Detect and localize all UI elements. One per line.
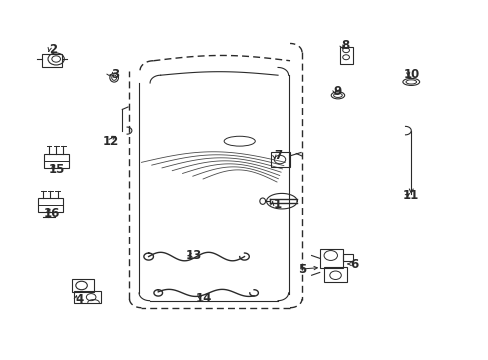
Text: 2: 2: [49, 43, 57, 56]
Text: 14: 14: [195, 292, 211, 305]
Bar: [339, 47, 352, 64]
Text: 6: 6: [350, 258, 358, 271]
Bar: [72, 279, 93, 292]
Bar: [319, 249, 342, 268]
Bar: [271, 152, 289, 167]
Bar: [44, 153, 69, 168]
Bar: [74, 291, 101, 303]
Text: 9: 9: [333, 85, 342, 98]
Text: 1: 1: [273, 198, 282, 211]
Bar: [342, 254, 352, 261]
Bar: [41, 54, 62, 67]
Text: 12: 12: [102, 135, 118, 148]
Text: 15: 15: [48, 163, 65, 176]
Text: 4: 4: [75, 293, 83, 306]
Text: 8: 8: [340, 40, 348, 53]
Text: 5: 5: [297, 264, 305, 276]
Text: 7: 7: [273, 149, 282, 162]
Bar: [39, 198, 63, 212]
Bar: [323, 267, 346, 282]
Text: 3: 3: [111, 68, 119, 81]
Text: 11: 11: [402, 189, 419, 202]
Text: 16: 16: [43, 207, 60, 220]
Text: 10: 10: [403, 68, 420, 81]
Text: 13: 13: [185, 249, 202, 262]
